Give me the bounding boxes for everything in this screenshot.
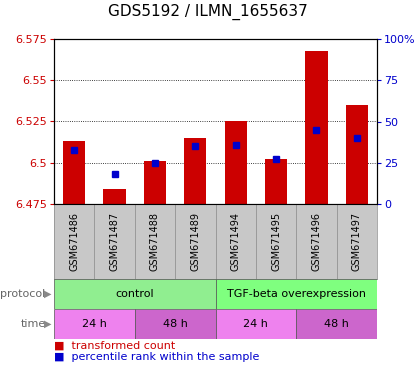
- Text: ▶: ▶: [44, 319, 52, 329]
- Bar: [225, 121, 247, 204]
- Text: 48 h: 48 h: [324, 319, 349, 329]
- Text: GSM671494: GSM671494: [231, 212, 241, 271]
- Text: time: time: [20, 319, 46, 329]
- Bar: [54, 279, 215, 309]
- Bar: [265, 159, 287, 204]
- Text: protocol: protocol: [0, 289, 46, 299]
- Bar: [215, 279, 377, 309]
- Text: GSM671497: GSM671497: [352, 212, 362, 271]
- Bar: [103, 189, 126, 204]
- Text: 24 h: 24 h: [244, 319, 269, 329]
- Text: GSM671487: GSM671487: [110, 212, 120, 271]
- Bar: [54, 309, 135, 339]
- Text: GSM671496: GSM671496: [311, 212, 322, 271]
- Bar: [296, 309, 377, 339]
- Text: ■  percentile rank within the sample: ■ percentile rank within the sample: [54, 352, 259, 362]
- Bar: [305, 51, 327, 204]
- Text: GDS5192 / ILMN_1655637: GDS5192 / ILMN_1655637: [107, 3, 308, 20]
- Bar: [215, 309, 296, 339]
- Bar: [144, 161, 166, 204]
- Text: GSM671489: GSM671489: [190, 212, 200, 271]
- Text: 24 h: 24 h: [82, 319, 107, 329]
- Bar: [63, 141, 85, 204]
- Bar: [346, 105, 368, 204]
- Text: control: control: [115, 289, 154, 299]
- Text: GSM671495: GSM671495: [271, 212, 281, 271]
- Text: ▶: ▶: [44, 289, 52, 299]
- Bar: [135, 309, 215, 339]
- Text: TGF-beta overexpression: TGF-beta overexpression: [227, 289, 366, 299]
- Bar: [184, 138, 206, 204]
- Text: GSM671486: GSM671486: [69, 212, 79, 271]
- Text: 48 h: 48 h: [163, 319, 188, 329]
- Text: ■  transformed count: ■ transformed count: [54, 341, 175, 351]
- Text: GSM671488: GSM671488: [150, 212, 160, 271]
